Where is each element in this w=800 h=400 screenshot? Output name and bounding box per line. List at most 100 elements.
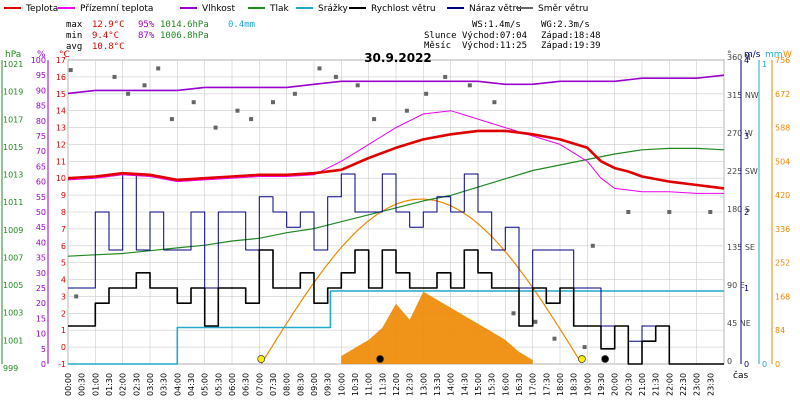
- dir-tick-label: 0: [727, 357, 732, 366]
- humidity-line: [67, 74, 725, 95]
- hpa-tick-label: 1021: [3, 60, 23, 69]
- wind-direction-point: [112, 74, 117, 79]
- time-tick-label: 14:30: [460, 373, 469, 396]
- stat-min-press: 1006.8hPa: [160, 31, 209, 41]
- info-block: WS:1.4m/s WG:2.3m/s Slunce Východ:07:04 …: [424, 20, 601, 51]
- ms-tick-label: 2: [744, 208, 749, 217]
- hpa-tick-label: 1013: [3, 171, 23, 180]
- dir-tick-label: 180 S: [727, 205, 750, 214]
- wind-direction-point: [333, 74, 338, 79]
- solar-radiation-area: [341, 291, 533, 364]
- pct-tick-label: 55: [36, 193, 46, 202]
- hpa-tick-label: 1007: [3, 253, 23, 262]
- c-tick-label: 5: [61, 259, 66, 268]
- ms-tick-label: 4: [744, 56, 749, 65]
- unit-deg: °: [727, 50, 732, 60]
- info-ws: WS:1.4m/s: [472, 20, 521, 30]
- w-tick-label: 0: [775, 360, 780, 369]
- pct-tick-label: 45: [36, 223, 46, 232]
- unit-pct: %: [37, 50, 46, 60]
- time-tick-label: 01:30: [105, 373, 114, 396]
- pct-tick-label: 15: [36, 314, 46, 323]
- unit-labels: hPa % °C ° m/s mm W čas: [5, 50, 792, 381]
- wind-direction-point: [372, 117, 377, 122]
- unit-time: čas: [733, 370, 748, 381]
- time-tick-label: 09:00: [310, 373, 319, 396]
- time-tick-label: 10:30: [351, 373, 360, 396]
- time-tick-label: 20:30: [624, 373, 633, 396]
- info-sun-label: Slunce: [424, 31, 457, 41]
- w-tick-label: 336: [775, 225, 790, 234]
- time-tick-label: 12:30: [406, 373, 415, 396]
- hpa-tick-label: 999: [3, 364, 18, 373]
- mm-tick-label: 0: [762, 360, 767, 369]
- time-tick-label: 02:30: [132, 373, 141, 396]
- pct-tick-label: 20: [36, 299, 46, 308]
- legend-label-wind_direction: Směr větru: [538, 4, 588, 14]
- hpa-tick-label: 1009: [3, 226, 23, 235]
- time-tick-label: 02:00: [119, 373, 128, 396]
- stat-max-temp: 12.9°C: [92, 20, 125, 30]
- dir-tick-label: 45 NE: [727, 319, 751, 328]
- wind-direction-point: [492, 100, 497, 105]
- wind-direction-point: [213, 125, 218, 130]
- legend-label-precipitation: Srážky: [318, 4, 349, 14]
- dir-tick-label: 90 E: [727, 281, 745, 290]
- legend-label-temperature: Teplota: [25, 4, 58, 14]
- stat-max-label: max: [66, 20, 83, 30]
- time-tick-label: 23:00: [693, 373, 702, 396]
- hpa-tick-label: 1005: [3, 281, 23, 290]
- temperature-line: [67, 129, 725, 190]
- wind-direction-point: [708, 210, 713, 214]
- mm-tick-label: 1: [762, 60, 767, 69]
- time-tick-label: 22:30: [679, 373, 688, 396]
- wind-direction-point: [424, 91, 429, 96]
- hpa-tick-label: 1019: [3, 88, 23, 97]
- time-tick-label: 09:30: [324, 373, 333, 396]
- moonset-marker: [601, 355, 609, 363]
- c-tick-label: 2: [61, 309, 66, 318]
- unit-c: °C: [59, 50, 70, 60]
- c-tick-label: 16: [56, 73, 66, 82]
- axes: 1021101910171015101310111009100710051003…: [1, 53, 790, 396]
- info-moonset: Západ:19:39: [541, 41, 601, 51]
- hpa-tick-label: 1017: [3, 115, 23, 124]
- pct-tick-label: 35: [36, 254, 46, 263]
- legend-label-wind_gust: Náraz větru: [469, 4, 522, 14]
- wind-direction-point: [74, 294, 79, 299]
- wind-direction-point: [156, 66, 161, 71]
- wind-direction-point: [68, 68, 73, 73]
- info-sunset: Západ:18:48: [541, 31, 601, 41]
- info-moonrise: Východ:11:25: [462, 41, 527, 51]
- ms-tick-label: 1: [744, 284, 749, 293]
- wind-direction-point: [317, 66, 322, 71]
- wind-direction-point: [511, 311, 516, 316]
- time-tick-label: 21:00: [638, 373, 647, 396]
- series-lines: [67, 74, 725, 365]
- time-tick-label: 00:00: [64, 373, 73, 396]
- dir-tick-label: 225 SW: [727, 167, 758, 176]
- wind-direction-point: [590, 243, 595, 248]
- pct-tick-label: 10: [36, 330, 46, 339]
- stat-max-press: 1014.6hPa: [160, 20, 209, 30]
- pct-tick-label: 85: [36, 102, 46, 111]
- wind-direction-point: [142, 83, 147, 88]
- stat-min-temp: 9.4°C: [92, 31, 119, 41]
- c-tick-label: 9: [61, 191, 66, 200]
- w-tick-label: 756: [775, 56, 790, 65]
- wind-direction-point: [467, 83, 472, 88]
- time-tick-label: 17:30: [542, 373, 551, 396]
- dir-tick-label: 360 N: [727, 53, 751, 62]
- wind-direction-point: [292, 91, 297, 96]
- unit-ms: m/s: [744, 50, 761, 60]
- pct-tick-label: 75: [36, 132, 46, 141]
- pct-tick-label: 90: [36, 86, 46, 95]
- sun-moon-markers: [257, 355, 609, 363]
- time-tick-label: 11:00: [365, 373, 374, 396]
- wind-direction-point: [667, 210, 672, 214]
- time-tick-label: 03:00: [146, 373, 155, 396]
- hpa-tick-label: 1001: [3, 336, 23, 345]
- pct-tick-label: 5: [41, 345, 46, 354]
- time-tick-label: 14:00: [447, 373, 456, 396]
- time-tick-label: 06:00: [228, 373, 237, 396]
